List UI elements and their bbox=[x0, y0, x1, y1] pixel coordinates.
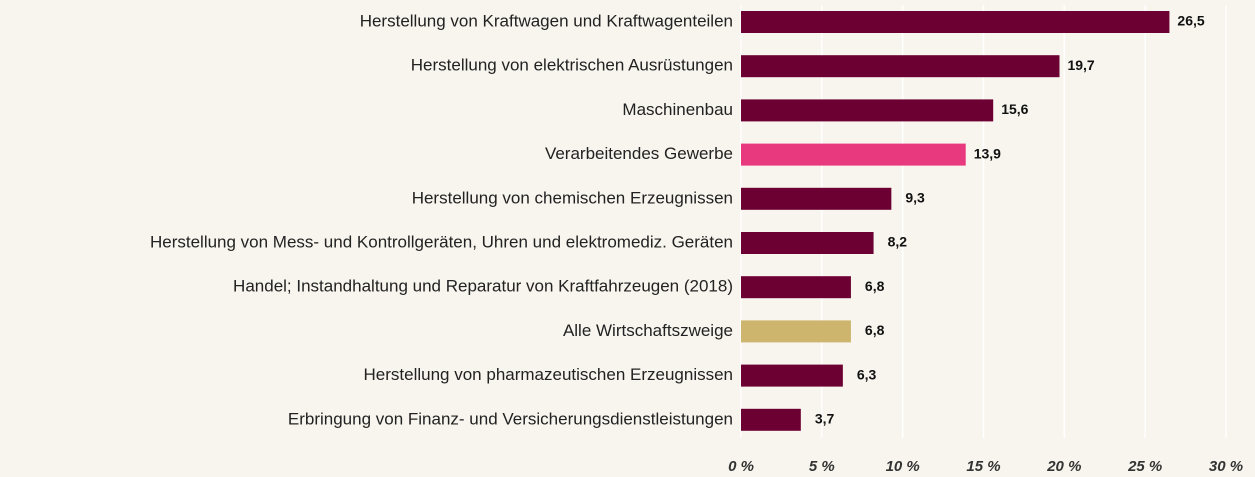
x-tick-label: 0 % bbox=[728, 458, 754, 475]
x-tick-label: 30 % bbox=[1209, 458, 1243, 475]
category-label: Erbringung von Finanz- und Versicherungs… bbox=[288, 409, 733, 428]
value-label: 13,9 bbox=[974, 145, 1001, 161]
bar bbox=[741, 408, 801, 431]
value-label: 6,8 bbox=[865, 322, 885, 338]
bar bbox=[741, 320, 851, 343]
x-tick-label: 20 % bbox=[1046, 458, 1081, 475]
x-tick-label: 15 % bbox=[966, 458, 1000, 475]
bar bbox=[741, 232, 874, 254]
value-label: 19,7 bbox=[1067, 57, 1094, 73]
value-label: 6,3 bbox=[857, 366, 877, 382]
bar bbox=[741, 187, 892, 210]
bar bbox=[741, 55, 1060, 78]
value-label: 6,8 bbox=[865, 278, 885, 294]
category-label: Herstellung von pharmazeutischen Erzeugn… bbox=[364, 365, 733, 384]
x-tick-label: 10 % bbox=[886, 458, 920, 475]
value-label: 15,6 bbox=[1001, 101, 1028, 117]
category-label: Verarbeitendes Gewerbe bbox=[545, 144, 733, 163]
value-label: 9,3 bbox=[905, 190, 925, 206]
category-label: Handel; Instandhaltung und Reparatur von… bbox=[233, 277, 733, 296]
bar bbox=[741, 99, 994, 122]
category-label: Herstellung von elektrischen Ausrüstunge… bbox=[411, 56, 733, 75]
value-label: 26,5 bbox=[1177, 13, 1204, 29]
value-label: 8,2 bbox=[888, 234, 908, 250]
bar bbox=[741, 11, 1170, 33]
category-label: Maschinenbau bbox=[622, 100, 733, 119]
category-label: Herstellung von chemischen Erzeugnissen bbox=[412, 188, 733, 207]
bar bbox=[741, 364, 843, 387]
category-label: Herstellung von Mess- und Kontrollgeräte… bbox=[150, 232, 733, 251]
x-tick-label: 5 % bbox=[809, 458, 835, 475]
category-label: Alle Wirtschaftszweige bbox=[563, 321, 733, 340]
bar bbox=[741, 143, 966, 166]
bar bbox=[741, 276, 851, 299]
x-tick-label: 25 % bbox=[1127, 458, 1162, 475]
category-label: Herstellung von Kraftwagen und Kraftwage… bbox=[360, 11, 733, 30]
value-label: 3,7 bbox=[815, 411, 835, 427]
